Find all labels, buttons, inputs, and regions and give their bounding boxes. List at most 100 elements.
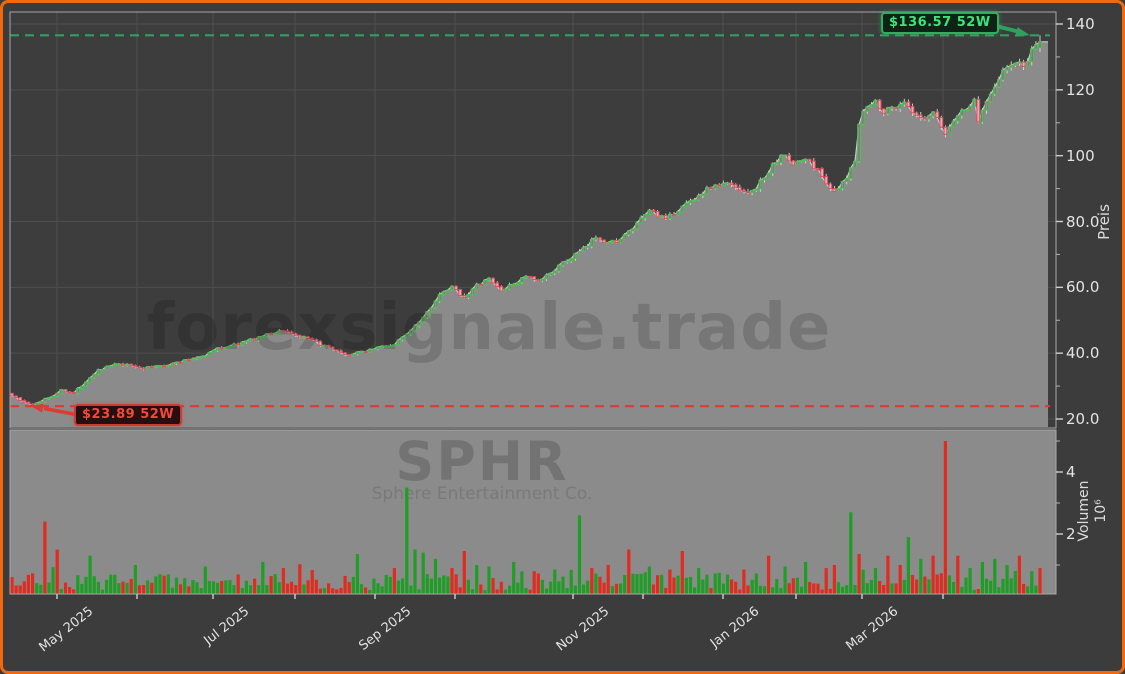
volume-bar xyxy=(491,578,495,594)
volume-bar xyxy=(1034,585,1038,594)
candle-down xyxy=(326,344,331,348)
candle-down xyxy=(811,160,816,170)
volume-bar xyxy=(294,585,298,594)
candle-down xyxy=(129,363,134,367)
volume-bar xyxy=(39,584,43,594)
volume-bar xyxy=(508,585,512,594)
candle-up xyxy=(721,182,726,187)
candle-up xyxy=(1005,66,1010,71)
volume-bar xyxy=(528,589,532,594)
volume-bar xyxy=(446,576,450,594)
candle-up xyxy=(396,339,401,346)
volume-bar xyxy=(1017,555,1021,594)
candle-down xyxy=(10,392,14,397)
candle-up xyxy=(931,111,936,117)
candle-up xyxy=(676,211,681,216)
volume-bar xyxy=(368,589,372,594)
candle-down xyxy=(491,277,496,284)
volume-bar xyxy=(545,588,549,594)
volume-bar xyxy=(619,583,623,594)
candle-up xyxy=(589,239,594,247)
candle-down xyxy=(162,365,166,368)
volume-bar xyxy=(335,589,339,594)
price-frame xyxy=(9,11,1057,429)
candle-down xyxy=(236,343,241,346)
volume-bar xyxy=(750,579,754,594)
price-tick-label: 20.0 xyxy=(1066,410,1100,428)
volume-bar xyxy=(343,575,347,594)
volume-bar xyxy=(672,577,676,594)
candle-up xyxy=(154,365,158,368)
volume-bar xyxy=(433,558,438,594)
volume-bar xyxy=(984,578,989,594)
candle-down xyxy=(339,350,343,354)
candle-up xyxy=(610,239,615,243)
volume-bar xyxy=(845,585,849,594)
candle-up xyxy=(228,345,232,349)
candle-up xyxy=(1013,62,1018,66)
candle-down xyxy=(310,337,315,341)
candle-up xyxy=(265,333,269,337)
candle-up xyxy=(700,193,705,196)
volume-bar xyxy=(586,580,590,594)
candle-up xyxy=(980,109,985,123)
volume-bar xyxy=(401,578,405,594)
candle-up xyxy=(380,345,385,348)
candle-up xyxy=(404,333,409,338)
volume-bar xyxy=(470,589,475,594)
volume-bar xyxy=(388,576,392,594)
candle-up xyxy=(1034,44,1038,50)
volume-bar xyxy=(68,587,72,594)
volume-bar xyxy=(512,561,516,594)
watermark-company: Sphere Entertainment Co. xyxy=(372,484,593,504)
candle-down xyxy=(18,397,23,402)
candle-down xyxy=(289,331,294,335)
candle-up xyxy=(803,158,808,162)
candle-up xyxy=(639,217,644,224)
volume-bar xyxy=(734,581,738,594)
volume-frame xyxy=(9,429,1057,595)
volume-bar xyxy=(939,573,943,594)
candle-up xyxy=(34,402,39,406)
volume-bar xyxy=(240,588,244,594)
candle-up xyxy=(873,99,878,105)
volume-bar xyxy=(890,583,894,594)
candle-up xyxy=(569,258,574,262)
candle-down xyxy=(121,363,125,366)
volume-bar xyxy=(614,583,619,594)
candle-up xyxy=(483,279,487,286)
volume-bar xyxy=(150,582,154,594)
candle-up xyxy=(207,351,212,357)
candle-up xyxy=(108,365,113,368)
candle-down xyxy=(252,338,257,341)
candle-up xyxy=(902,101,907,105)
volume-bar xyxy=(43,521,47,594)
volume-bar xyxy=(758,585,762,594)
volume-bar xyxy=(676,575,680,594)
candle-up xyxy=(182,359,187,363)
candle-up xyxy=(421,316,426,323)
volume-bar xyxy=(730,579,734,594)
candle-up xyxy=(968,105,973,111)
volume-bar xyxy=(980,561,984,594)
volume-bar xyxy=(886,555,890,594)
candle-down xyxy=(454,285,459,291)
candle-up xyxy=(80,385,84,389)
candle-up xyxy=(573,253,578,259)
volume-bar xyxy=(532,571,536,594)
volume-bar xyxy=(577,515,582,594)
candle-up xyxy=(256,336,261,341)
candle-down xyxy=(462,295,467,299)
volume-bar xyxy=(742,569,746,594)
candle-up xyxy=(322,344,327,347)
candle-up xyxy=(692,199,697,202)
candle-up xyxy=(273,332,278,335)
price-axis-title: Preis xyxy=(1095,204,1113,240)
volume-axis-unit: 10⁶ xyxy=(1093,499,1109,523)
volume-bar xyxy=(610,586,614,594)
volume-bar xyxy=(475,565,479,594)
candle-down xyxy=(285,330,290,333)
candle-up xyxy=(524,275,528,279)
volume-axis-label: Volumen xyxy=(1076,480,1092,542)
candle-up xyxy=(779,154,783,163)
